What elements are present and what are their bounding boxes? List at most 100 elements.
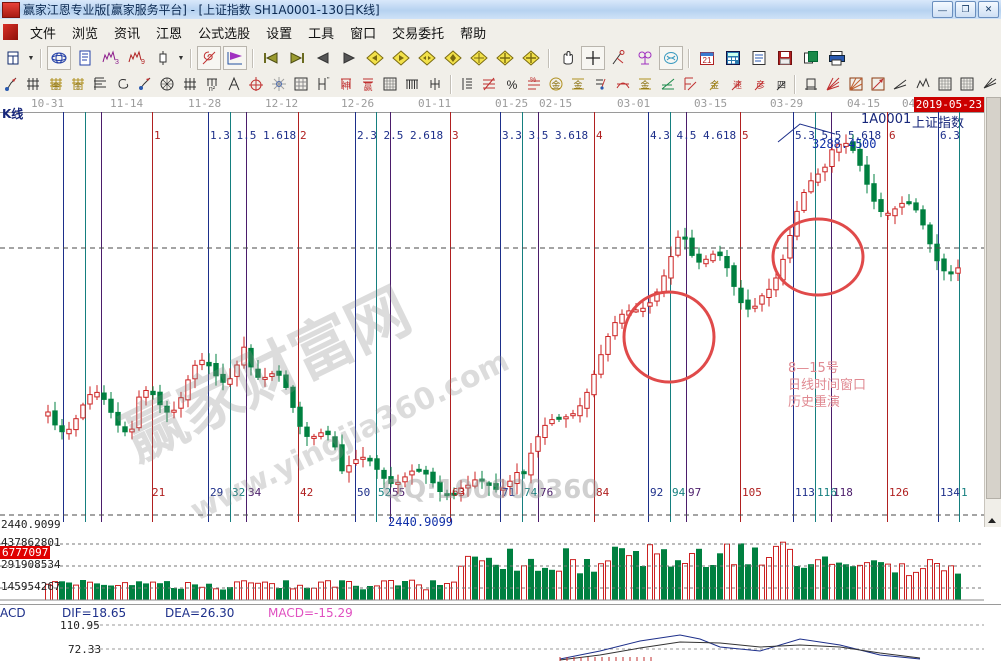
fit-icon[interactable] — [493, 46, 517, 70]
ladder-icon[interactable] — [179, 72, 199, 96]
rocket-icon[interactable] — [1, 72, 21, 96]
minimize-button[interactable]: — — [932, 1, 953, 18]
target-icon[interactable] — [246, 72, 266, 96]
dropdown-caret2-icon[interactable]: ▼ — [177, 54, 185, 62]
fan-last-icon[interactable] — [979, 72, 999, 96]
menu-item-tools[interactable]: 工具 — [308, 26, 335, 42]
gold-fan-icon[interactable]: 金 — [635, 72, 655, 96]
menu-item-file[interactable]: 文件 — [30, 26, 57, 42]
n2-icon[interactable]: n² — [202, 72, 222, 96]
last-page-icon[interactable] — [285, 46, 309, 70]
box-grid-icon[interactable] — [291, 72, 311, 96]
arc-icon[interactable] — [613, 72, 633, 96]
calendar-day-icon[interactable] — [1, 46, 25, 70]
menu-item-trade[interactable]: 交易委托 — [392, 26, 445, 42]
zoom-out-icon[interactable] — [467, 46, 491, 70]
save-icon[interactable] — [773, 46, 797, 70]
first-page-icon[interactable] — [259, 46, 283, 70]
fan-red-icon[interactable] — [823, 72, 843, 96]
menu-item-gann[interactable]: 江恩 — [156, 26, 183, 42]
gold-fork2-icon[interactable]: 金 — [68, 72, 88, 96]
gold-angle-icon[interactable]: 金 — [702, 72, 722, 96]
grid1-icon[interactable] — [935, 72, 955, 96]
flower-icon[interactable] — [633, 46, 657, 70]
copy-icon[interactable] — [799, 46, 823, 70]
gann-spiral-icon[interactable] — [197, 46, 221, 70]
fan-f-icon[interactable] — [90, 72, 110, 96]
prev-icon[interactable] — [311, 46, 335, 70]
window-controls[interactable]: — ❐ ✕ — [932, 1, 999, 18]
brain-icon[interactable] — [659, 46, 683, 70]
close-button[interactable]: ✕ — [978, 1, 999, 18]
x-tick: 12-12 — [265, 97, 299, 110]
si-icon[interactable]: 四 — [769, 72, 789, 96]
ruler-icon[interactable] — [457, 72, 477, 96]
shen-icon[interactable]: 神 — [335, 72, 355, 96]
shift-right-icon[interactable] — [389, 46, 413, 70]
vertical-scrollbar[interactable] — [984, 97, 1001, 527]
box-frame-icon[interactable] — [801, 72, 821, 96]
document-icon[interactable] — [747, 46, 771, 70]
hbar-icon[interactable] — [425, 72, 445, 96]
menu-item-settings[interactable]: 设置 — [266, 26, 293, 42]
crosshair-icon[interactable] — [581, 46, 605, 70]
candlestick-plot[interactable]: 1 1.3 1.5 1.618 2 2.3 2.5 2.618 3 3.3 3.… — [0, 112, 984, 529]
toolbar2-separator-2 — [794, 74, 797, 94]
f-line-icon[interactable] — [680, 72, 700, 96]
yan-icon[interactable]: 彦 — [747, 72, 767, 96]
percent-eq-icon[interactable]: % — [524, 72, 544, 96]
gold-circle-icon[interactable]: 金 — [546, 72, 566, 96]
scroll-up-arrow-icon[interactable] — [988, 518, 996, 523]
spectrum-icon[interactable] — [223, 46, 247, 70]
price-tag-high: 3288.45 — [812, 137, 863, 151]
zoom-in-icon[interactable] — [441, 46, 465, 70]
percent-icon[interactable]: % — [501, 72, 521, 96]
menu-item-window[interactable]: 窗口 — [350, 26, 377, 42]
gold-line-icon[interactable]: 金 — [568, 72, 588, 96]
scrollbar-thumb[interactable] — [986, 97, 1001, 499]
candle-icon[interactable] — [151, 46, 175, 70]
percent-slash-icon[interactable] — [479, 72, 499, 96]
menu-item-help[interactable]: 帮助 — [460, 26, 487, 42]
menu-item-formula[interactable]: 公式选股 — [198, 26, 251, 42]
pen-line-icon[interactable] — [591, 72, 611, 96]
wave9-icon[interactable]: 9 — [125, 46, 149, 70]
ying-icon[interactable]: 赢 — [358, 72, 378, 96]
report-icon[interactable] — [73, 46, 97, 70]
fit2-icon[interactable] — [519, 46, 543, 70]
print-icon[interactable] — [825, 46, 849, 70]
hquote-icon[interactable]: " — [313, 72, 333, 96]
menu-item-browse[interactable]: 浏览 — [72, 26, 99, 42]
circle-scale-icon[interactable] — [157, 72, 177, 96]
bar-count-label: 116 — [817, 486, 837, 499]
hand-pan-icon[interactable] — [555, 46, 579, 70]
spiral-icon[interactable] — [112, 72, 132, 96]
pen-icon[interactable] — [135, 72, 155, 96]
gold-fork1-icon[interactable]: 金 — [46, 72, 66, 96]
grid-bars-icon[interactable] — [23, 72, 43, 96]
comb-icon[interactable] — [402, 72, 422, 96]
expand-h-icon[interactable] — [415, 46, 439, 70]
wave3-icon[interactable]: 3 — [99, 46, 123, 70]
angle-icon[interactable] — [224, 72, 244, 96]
zigzag-icon[interactable] — [913, 72, 933, 96]
box-arrow-icon[interactable] — [868, 72, 888, 96]
shift-left-icon[interactable] — [363, 46, 387, 70]
sunburst-icon[interactable] — [269, 72, 289, 96]
angle-line-icon[interactable] — [657, 72, 677, 96]
menu-item-news[interactable]: 资讯 — [114, 26, 141, 42]
draw-scissor-icon[interactable] — [607, 46, 631, 70]
calendar21-icon[interactable]: 21 — [695, 46, 719, 70]
box-fan-icon[interactable] — [846, 72, 866, 96]
grid2-icon[interactable] — [957, 72, 977, 96]
next-icon[interactable] — [337, 46, 361, 70]
tong-icon[interactable]: 速 — [724, 72, 744, 96]
matrix-icon[interactable] — [380, 72, 400, 96]
annotation-line-1: 8—15号 — [788, 361, 839, 376]
dropdown-caret-icon[interactable]: ▼ — [27, 54, 35, 62]
maximize-button[interactable]: ❐ — [955, 1, 976, 18]
network-icon[interactable] — [47, 46, 71, 70]
calculator-icon[interactable] — [721, 46, 745, 70]
chart-area[interactable]: 10-31 11-14 11-28 12-12 12-26 01-11 01-2… — [0, 97, 1001, 663]
slash-icon[interactable] — [890, 72, 910, 96]
